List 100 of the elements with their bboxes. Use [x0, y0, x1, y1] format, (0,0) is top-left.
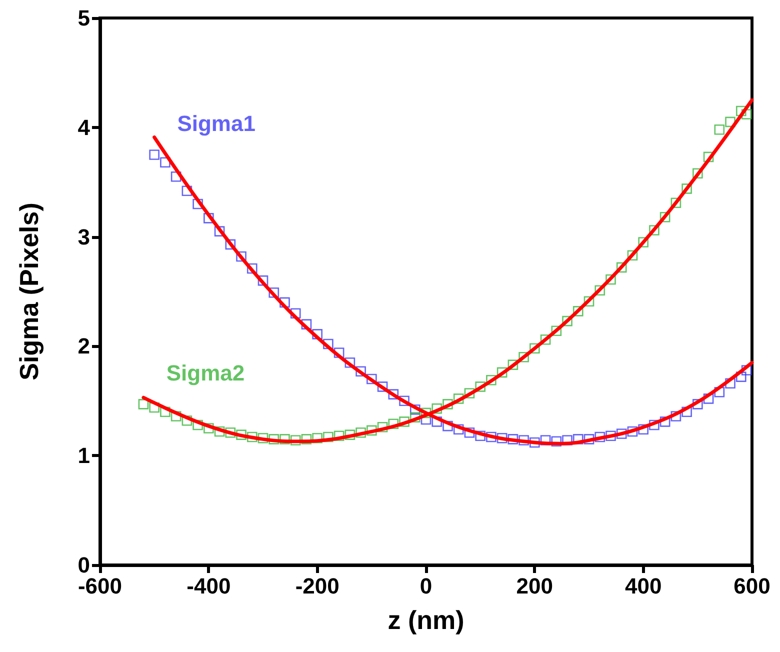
y-tick-label: 1 [78, 443, 90, 468]
point [388, 418, 399, 430]
point [616, 428, 627, 439]
point [670, 411, 682, 422]
point [638, 424, 648, 434]
point [160, 406, 170, 417]
point [572, 306, 584, 316]
point [366, 374, 377, 384]
point [741, 109, 752, 120]
y-tick-label: 2 [78, 334, 90, 359]
point [486, 374, 496, 386]
point [258, 432, 268, 444]
point [290, 308, 301, 319]
point [584, 434, 594, 444]
point [323, 432, 334, 442]
point [236, 251, 246, 262]
point [725, 116, 736, 128]
point [551, 326, 562, 336]
point [714, 124, 725, 135]
point [312, 432, 322, 444]
point [741, 365, 752, 376]
point [138, 399, 149, 410]
point [344, 430, 356, 440]
point [496, 432, 508, 444]
point [214, 426, 225, 437]
point [149, 150, 160, 160]
point [703, 152, 714, 162]
point [660, 212, 670, 222]
point [649, 420, 660, 430]
point [518, 435, 529, 446]
point [638, 237, 648, 248]
point [170, 171, 182, 182]
point [530, 437, 540, 448]
point [562, 435, 572, 446]
point [214, 226, 225, 236]
point [399, 416, 410, 427]
point [377, 382, 388, 392]
point [606, 274, 616, 285]
point [334, 348, 344, 358]
point [204, 213, 214, 224]
point [584, 296, 594, 306]
point [246, 432, 258, 442]
point [356, 366, 366, 377]
point [388, 389, 399, 400]
point [399, 396, 410, 406]
point [530, 343, 540, 354]
point [714, 387, 725, 398]
x-tick-label: 0 [420, 574, 432, 598]
point [464, 427, 475, 438]
point [475, 430, 486, 442]
y-axis-title: Sigma (Pixels) [14, 202, 44, 380]
point [258, 275, 268, 286]
point [692, 399, 703, 410]
point [736, 372, 746, 382]
x-tick-label: -200 [295, 574, 340, 598]
point [170, 411, 182, 422]
point [301, 434, 312, 444]
point [344, 357, 356, 368]
point [246, 263, 258, 274]
series-label: Sigma2 [166, 360, 245, 386]
x-tick-label: 600 [734, 574, 770, 598]
point [225, 427, 236, 438]
point [182, 186, 192, 196]
point [225, 239, 236, 250]
point [464, 388, 475, 398]
point [649, 225, 660, 236]
point [540, 334, 551, 345]
point [562, 316, 572, 326]
point [540, 435, 551, 446]
y-tick-label: 3 [78, 224, 90, 250]
point [692, 168, 703, 178]
point [496, 367, 508, 378]
point [594, 285, 606, 296]
point [268, 434, 280, 444]
point [627, 426, 638, 437]
x-tick-label: 200 [516, 574, 554, 598]
point [442, 420, 453, 432]
point [204, 423, 214, 434]
point [627, 250, 638, 261]
point [268, 287, 280, 298]
point [442, 399, 453, 410]
point [475, 382, 486, 392]
point [682, 184, 692, 194]
point [670, 198, 682, 208]
y-tick-label: 5 [78, 6, 90, 30]
point [725, 378, 736, 389]
point [192, 198, 203, 210]
x-tick-label: 400 [624, 574, 662, 598]
point [334, 430, 344, 442]
point [410, 412, 420, 422]
point [280, 297, 290, 308]
point [518, 352, 529, 362]
point [703, 394, 714, 404]
point [356, 427, 366, 438]
point [182, 415, 192, 426]
point [290, 435, 301, 446]
x-tick-label: -400 [186, 574, 231, 598]
x-axis-title: z (nm) [388, 605, 464, 635]
point [682, 406, 692, 417]
point [594, 432, 606, 442]
